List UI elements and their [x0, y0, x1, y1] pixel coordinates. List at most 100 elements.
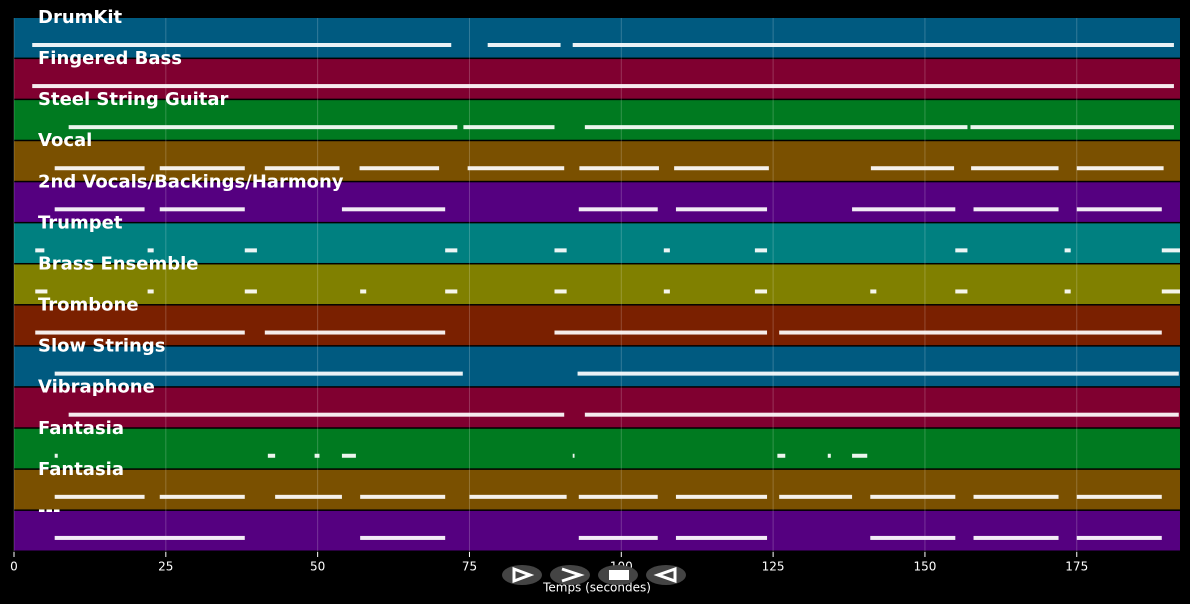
tracks — [14, 18, 1180, 551]
note — [244, 289, 257, 294]
note — [827, 453, 831, 458]
note — [54, 371, 463, 376]
note — [264, 330, 446, 335]
note — [341, 453, 356, 458]
note — [779, 330, 1162, 335]
note — [554, 330, 768, 335]
note — [554, 289, 567, 294]
note — [264, 166, 340, 171]
note — [870, 166, 955, 171]
track-row — [14, 100, 1180, 140]
track-row — [14, 469, 1180, 510]
note — [54, 207, 145, 212]
note — [1076, 207, 1162, 212]
note — [1076, 494, 1162, 499]
note — [675, 207, 768, 212]
notes — [32, 43, 1180, 540]
track-label: Vibraphone — [38, 377, 155, 398]
track-row — [14, 18, 1180, 58]
track-label: Fingered Bass — [38, 48, 182, 69]
play-button[interactable] — [502, 565, 542, 585]
note — [754, 248, 768, 253]
track-labels: DrumKit Fingered Bass Steel String Guitar V… — [38, 7, 344, 521]
note — [1161, 248, 1180, 253]
note — [852, 207, 956, 212]
track-label: Trombone — [38, 295, 139, 316]
x-tick-label: 175 — [1065, 560, 1088, 574]
note — [955, 248, 968, 253]
note — [663, 248, 670, 253]
note — [970, 125, 1174, 130]
note — [973, 535, 1059, 540]
note — [35, 330, 245, 335]
forward-button[interactable] — [550, 565, 590, 585]
note — [360, 494, 446, 499]
track-row — [14, 223, 1180, 263]
note — [68, 125, 458, 130]
note — [159, 494, 245, 499]
note — [1076, 166, 1164, 171]
note — [467, 166, 565, 171]
note — [360, 535, 446, 540]
note — [870, 289, 877, 294]
rewind-button[interactable] — [646, 565, 686, 585]
note — [852, 453, 868, 458]
track-row — [14, 305, 1180, 346]
stop-button[interactable] — [598, 565, 638, 585]
track-row — [14, 428, 1180, 469]
note — [971, 166, 1059, 171]
track-row — [14, 346, 1180, 387]
note — [35, 289, 48, 294]
note — [445, 248, 458, 253]
note — [314, 453, 320, 458]
note — [1064, 248, 1071, 253]
track-row — [14, 387, 1180, 428]
x-tick-label: 125 — [762, 560, 785, 574]
x-tick-label: 50 — [310, 560, 325, 574]
grid — [13, 18, 1078, 552]
note — [487, 43, 561, 47]
note — [777, 453, 786, 458]
track-label: 2nd Vocals/Backings/Harmony — [38, 171, 344, 192]
note — [577, 371, 1179, 376]
note — [147, 289, 154, 294]
note — [572, 453, 575, 458]
track-label: Slow Strings — [38, 336, 165, 357]
note — [54, 494, 145, 499]
x-tick-label: 150 — [913, 560, 936, 574]
note — [675, 494, 768, 499]
note — [445, 289, 458, 294]
track-row — [14, 141, 1180, 181]
note — [754, 289, 768, 294]
note — [578, 535, 658, 540]
note — [275, 494, 342, 499]
note — [973, 207, 1059, 212]
note — [973, 494, 1059, 499]
track-label: Vocal — [38, 130, 92, 151]
note — [584, 412, 1179, 417]
note — [779, 494, 853, 499]
note — [584, 125, 968, 130]
track-label: DrumKit — [38, 7, 123, 28]
x-tick-label: 25 — [158, 560, 173, 574]
note — [341, 207, 446, 212]
note — [32, 43, 452, 47]
track-row — [14, 510, 1180, 551]
note — [1076, 535, 1162, 540]
note — [32, 84, 1174, 89]
note — [469, 494, 567, 499]
note — [360, 289, 367, 294]
note — [159, 207, 245, 212]
note — [572, 43, 1174, 47]
note — [159, 166, 245, 171]
note — [359, 166, 440, 171]
note — [870, 494, 956, 499]
x-tick-label: 75 — [462, 560, 477, 574]
note — [68, 412, 565, 417]
note — [675, 535, 768, 540]
note — [578, 494, 658, 499]
note — [35, 248, 45, 253]
player-controls — [502, 565, 686, 585]
note — [54, 453, 58, 458]
